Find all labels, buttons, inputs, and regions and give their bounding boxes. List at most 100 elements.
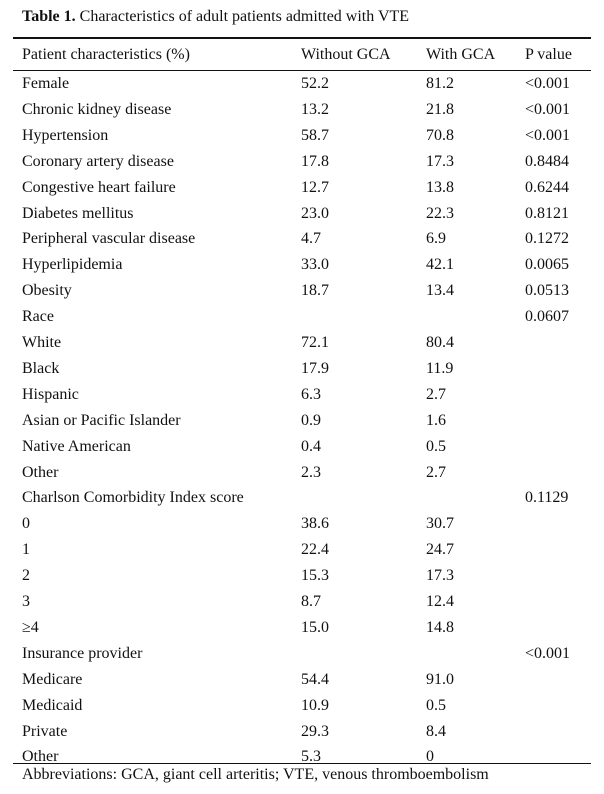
- row-label: Coronary artery disease: [22, 152, 174, 170]
- header-without-gca: Without GCA: [301, 46, 391, 63]
- with-gca-value: 80.4: [426, 334, 454, 351]
- table-row: White 72.1 80.4: [0, 330, 604, 356]
- without-gca-value: 0.9: [301, 411, 321, 429]
- without-gca-value: 54.4: [301, 670, 329, 688]
- with-gca-value: 12.4: [426, 593, 454, 610]
- p-value: <0.001: [525, 126, 571, 144]
- without-gca-value: 22.4: [301, 541, 329, 559]
- without-gca-value: 0.4: [301, 437, 321, 455]
- row-label: Charlson Comorbidity Index score: [22, 489, 244, 507]
- with-gca-value: 17.3: [426, 567, 454, 585]
- footnote: Abbreviations: GCA, giant cell arteritis…: [22, 766, 489, 783]
- with-gca-value: 91.0: [426, 670, 454, 688]
- table-row: Other 2.3 2.7: [0, 460, 604, 486]
- without-gca-value: 33.0: [301, 256, 329, 274]
- table-row: Coronary artery disease 17.8 17.3 0.8484: [0, 149, 604, 175]
- table-row: Hyperlipidemia 33.0 42.1 0.0065: [0, 252, 604, 278]
- table-row: 2 15.3 17.3: [0, 563, 604, 589]
- table-row: Hypertension 58.7 70.8 <0.001: [0, 123, 604, 149]
- without-gca-value: 2.3: [301, 463, 321, 481]
- table-row: 3 8.7 12.4: [0, 589, 604, 615]
- table-title: Table 1. Characteristics of adult patien…: [22, 8, 409, 26]
- with-gca-value: 0: [426, 748, 434, 766]
- table-row: Native American 0.4 0.5: [0, 434, 604, 460]
- with-gca-value: 6.9: [426, 230, 446, 248]
- table-header-row: Patient characteristics (%) Without GCA …: [0, 39, 604, 70]
- table-row: 0 38.6 30.7: [0, 511, 604, 537]
- row-label: Hispanic: [22, 385, 79, 403]
- p-value: <0.001: [525, 644, 571, 662]
- with-gca-value: 13.8: [426, 178, 454, 196]
- without-gca-value: 58.7: [301, 126, 329, 144]
- table-caption: Characteristics of adult patients admitt…: [75, 8, 410, 25]
- with-gca-value: 42.1: [426, 256, 454, 274]
- row-label: White: [22, 334, 62, 351]
- row-label: Private: [22, 722, 68, 740]
- table-row: Insurance provider <0.001: [0, 641, 604, 667]
- table-row: Peripheral vascular disease 4.7 6.9 0.1272: [0, 226, 604, 252]
- with-gca-value: 14.8: [426, 618, 454, 636]
- header-rule: [13, 70, 591, 71]
- row-label: Obesity: [22, 282, 72, 300]
- table-row: Private 29.3 8.4: [0, 719, 604, 745]
- p-value: <0.001: [525, 100, 571, 118]
- p-value: 0.8121: [525, 204, 569, 222]
- with-gca-value: 30.7: [426, 515, 454, 533]
- with-gca-value: 17.3: [426, 152, 454, 170]
- table-row: ≥4 15.0 14.8: [0, 615, 604, 641]
- without-gca-value: 4.7: [301, 230, 321, 248]
- table-row: Charlson Comorbidity Index score 0.1129: [0, 485, 604, 511]
- table-row: Race 0.0607: [0, 304, 604, 330]
- row-label: ≥4: [22, 618, 39, 636]
- table-row: Female 52.2 81.2 <0.001: [0, 71, 604, 97]
- with-gca-value: 2.7: [426, 463, 446, 481]
- header-p-value: P value: [525, 46, 572, 63]
- bottom-rule: [13, 763, 591, 764]
- row-label: Hypertension: [22, 126, 109, 144]
- without-gca-value: 38.6: [301, 515, 329, 533]
- row-label: 1: [22, 541, 30, 559]
- with-gca-value: 13.4: [426, 282, 454, 300]
- row-label: Congestive heart failure: [22, 178, 176, 196]
- row-label: Diabetes mellitus: [22, 204, 134, 222]
- row-label: Race: [22, 308, 54, 326]
- with-gca-value: 1.6: [426, 411, 446, 429]
- row-label: 3: [22, 593, 30, 610]
- top-rule: [13, 37, 591, 39]
- row-label: Native American: [22, 437, 131, 455]
- with-gca-value: 8.4: [426, 722, 446, 740]
- p-value: 0.0607: [525, 308, 569, 326]
- p-value: 0.0513: [525, 282, 569, 300]
- header-with-gca: With GCA: [426, 46, 496, 63]
- without-gca-value: 29.3: [301, 722, 329, 740]
- p-value: <0.001: [525, 75, 571, 92]
- without-gca-value: 18.7: [301, 282, 329, 300]
- without-gca-value: 17.9: [301, 359, 329, 377]
- p-value: 0.1129: [525, 489, 569, 507]
- with-gca-value: 0.5: [426, 696, 446, 714]
- table-row: Medicaid 10.9 0.5: [0, 693, 604, 719]
- table-row: 1 22.4 24.7: [0, 537, 604, 563]
- table-row: Black 17.9 11.9: [0, 356, 604, 382]
- with-gca-value: 0.5: [426, 437, 446, 455]
- with-gca-value: 24.7: [426, 541, 454, 559]
- row-label: Insurance provider: [22, 644, 143, 662]
- p-value: 0.1272: [525, 230, 569, 248]
- without-gca-value: 8.7: [301, 593, 321, 610]
- with-gca-value: 22.3: [426, 204, 454, 222]
- table-row: Asian or Pacific Islander 0.9 1.6: [0, 408, 604, 434]
- p-value: 0.6244: [525, 178, 569, 196]
- with-gca-value: 70.8: [426, 126, 454, 144]
- row-label: Medicare: [22, 670, 83, 688]
- without-gca-value: 12.7: [301, 178, 329, 196]
- p-value: 0.8484: [525, 152, 569, 170]
- table-row: Chronic kidney disease 13.2 21.8 <0.001: [0, 97, 604, 123]
- table-label: Table 1.: [22, 8, 76, 25]
- row-label: Female: [22, 75, 70, 92]
- header-characteristics: Patient characteristics (%): [22, 46, 190, 63]
- with-gca-value: 11.9: [426, 359, 454, 377]
- without-gca-value: 17.8: [301, 152, 329, 170]
- table-row: Obesity 18.7 13.4 0.0513: [0, 278, 604, 304]
- row-label: Medicaid: [22, 696, 83, 714]
- without-gca-value: 10.9: [301, 696, 329, 714]
